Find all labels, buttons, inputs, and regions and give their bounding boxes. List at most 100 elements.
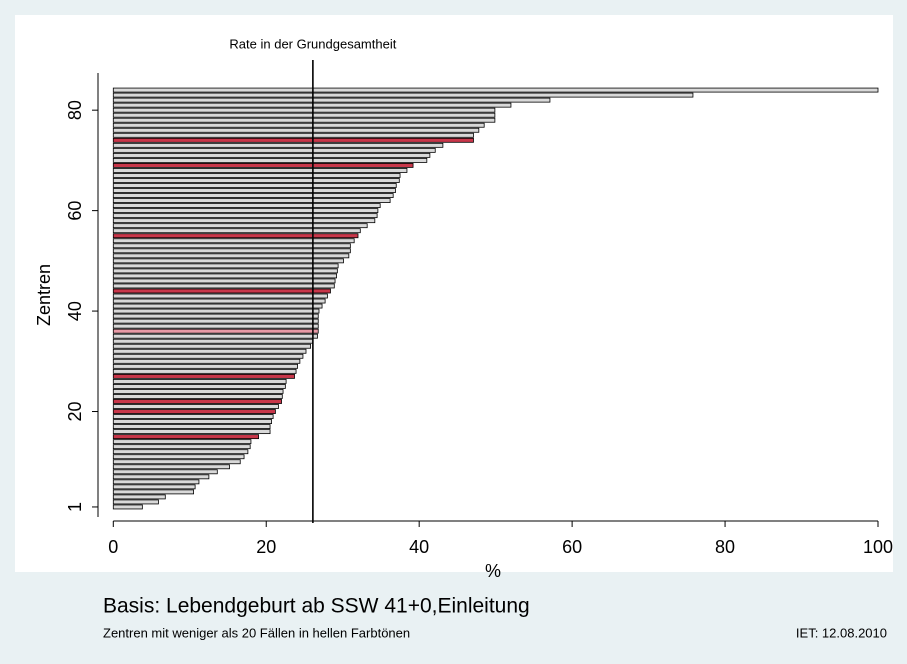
bar xyxy=(112,378,287,384)
bar xyxy=(112,489,194,495)
bar xyxy=(112,112,496,118)
bar xyxy=(112,479,200,485)
bar xyxy=(112,409,276,414)
bar xyxy=(112,323,319,329)
bar xyxy=(112,318,319,324)
bar xyxy=(112,248,351,254)
x-tick-label: 100 xyxy=(863,537,893,557)
bar xyxy=(112,137,474,143)
bar xyxy=(112,469,218,475)
x-tick-label: 60 xyxy=(562,537,582,557)
bar xyxy=(112,308,320,314)
x-tick-label: 0 xyxy=(108,537,118,557)
bar xyxy=(112,348,307,354)
bar xyxy=(112,132,474,138)
bar xyxy=(112,288,331,294)
bar xyxy=(112,163,414,168)
bar xyxy=(112,293,328,299)
bar xyxy=(112,258,344,264)
bar xyxy=(112,504,143,510)
y-tick-label: 60 xyxy=(65,201,85,221)
bar xyxy=(112,414,274,419)
bar xyxy=(112,173,401,178)
bar xyxy=(112,122,485,128)
bar xyxy=(112,253,350,259)
bar xyxy=(112,449,249,455)
bar xyxy=(112,303,323,309)
bar xyxy=(112,363,298,369)
bar xyxy=(112,333,318,339)
x-tick-label: 20 xyxy=(256,537,276,557)
bar xyxy=(112,434,259,440)
bar xyxy=(112,474,210,480)
bar xyxy=(112,484,196,490)
bar xyxy=(112,223,368,229)
bar xyxy=(112,228,361,234)
bar xyxy=(112,213,378,219)
bar xyxy=(112,459,241,465)
y-tick-label: 20 xyxy=(65,402,85,422)
x-tick-label: 80 xyxy=(715,537,735,557)
bar xyxy=(112,238,355,244)
bar xyxy=(112,328,319,334)
bar xyxy=(112,444,251,450)
bar xyxy=(112,313,319,319)
bar xyxy=(112,142,444,148)
bar xyxy=(112,268,338,274)
bar xyxy=(112,193,394,198)
x-tick-label: 40 xyxy=(409,537,429,557)
bar xyxy=(112,419,272,424)
reference-label: Rate in der Grundgesamtheit xyxy=(229,36,396,51)
footnote-left: Zentren mit weniger als 20 Fällen in hel… xyxy=(103,625,410,640)
footnote-right: IET: 12.08.2010 xyxy=(796,625,887,640)
bar xyxy=(112,464,230,470)
bar xyxy=(112,429,271,435)
bar xyxy=(112,404,279,409)
y-tick-label: 40 xyxy=(65,301,85,321)
bar xyxy=(112,394,283,399)
bar xyxy=(112,233,359,239)
bar xyxy=(112,384,286,389)
footnote-main: Basis: Lebendgeburt ab SSW 41+0,Einleitu… xyxy=(103,595,530,618)
bar xyxy=(112,97,551,103)
bar xyxy=(112,117,496,123)
bar xyxy=(112,358,301,364)
bar xyxy=(112,127,480,133)
bar xyxy=(112,198,391,203)
bar xyxy=(112,203,381,209)
bar xyxy=(112,273,337,279)
bar xyxy=(112,183,397,188)
y-tick-label: 1 xyxy=(65,502,85,512)
bar xyxy=(112,353,304,359)
x-axis-label: % xyxy=(485,561,501,581)
bar xyxy=(112,494,166,500)
bar xyxy=(112,424,271,430)
bar xyxy=(112,343,311,349)
bar xyxy=(112,107,496,113)
bar xyxy=(112,368,297,374)
bar xyxy=(112,157,428,163)
bar xyxy=(112,188,396,193)
bar xyxy=(112,283,335,289)
bar xyxy=(112,147,436,153)
bar xyxy=(112,298,326,304)
bar xyxy=(112,218,376,224)
bar xyxy=(112,439,252,445)
y-tick-label: 80 xyxy=(65,100,85,120)
bar xyxy=(112,178,400,183)
bar xyxy=(112,168,408,173)
bar xyxy=(112,92,694,98)
y-axis-label: Zentren xyxy=(34,264,54,326)
bar xyxy=(112,87,879,93)
bar xyxy=(112,152,431,158)
bar xyxy=(112,338,314,344)
bar xyxy=(112,278,336,284)
bar xyxy=(112,243,351,249)
bar xyxy=(112,263,339,269)
bar xyxy=(112,373,295,379)
bar xyxy=(112,208,379,214)
bar xyxy=(112,499,159,505)
bar xyxy=(112,454,245,460)
bar xyxy=(112,389,284,394)
